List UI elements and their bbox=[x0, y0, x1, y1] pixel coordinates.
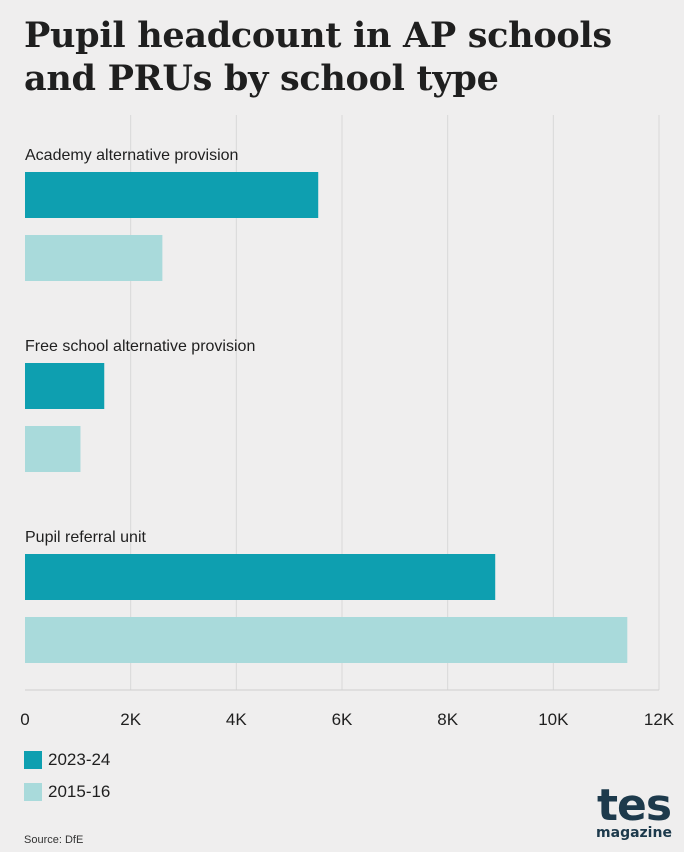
bar bbox=[25, 426, 81, 472]
legend-item-2015: 2015-16 bbox=[24, 779, 110, 804]
bar-chart: 0 2K 4K 6K 8K 10K 12K Academy alternative provi… bbox=[20, 115, 675, 729]
bar bbox=[25, 235, 163, 281]
bar bbox=[25, 363, 105, 409]
category-label: Academy alternative provision bbox=[25, 147, 238, 164]
x-tick-label: 4K bbox=[226, 710, 247, 729]
x-tick-label: 12K bbox=[644, 710, 675, 729]
legend-label: 2015-16 bbox=[48, 781, 111, 801]
bar bbox=[25, 554, 496, 600]
legend-swatch-2023 bbox=[24, 750, 42, 769]
bar bbox=[25, 172, 319, 218]
legend-item-2023: 2023-24 bbox=[24, 747, 110, 772]
legend-swatch-2015 bbox=[24, 782, 42, 801]
category-label: Pupil referral unit bbox=[25, 529, 147, 546]
x-tick-label: 6K bbox=[332, 710, 353, 729]
chart-title: Pupil headcount in AP schools and PRUs b… bbox=[24, 15, 612, 99]
logo-main-text: tes bbox=[596, 780, 672, 831]
legend-label: 2023-24 bbox=[48, 749, 111, 769]
x-tick-label: 8K bbox=[437, 710, 458, 729]
tes-magazine-logo: tes magazine bbox=[596, 780, 672, 846]
bar bbox=[25, 617, 628, 663]
source-note: Source: DfE bbox=[24, 834, 84, 846]
category-label: Free school alternative provision bbox=[25, 338, 255, 355]
legend: 2023-24 2015-16 bbox=[24, 747, 110, 811]
x-tick-label: 0 bbox=[20, 710, 29, 729]
x-tick-label: 10K bbox=[538, 710, 569, 729]
x-tick-label: 2K bbox=[120, 710, 141, 729]
logo-sub-text: magazine bbox=[596, 825, 672, 841]
